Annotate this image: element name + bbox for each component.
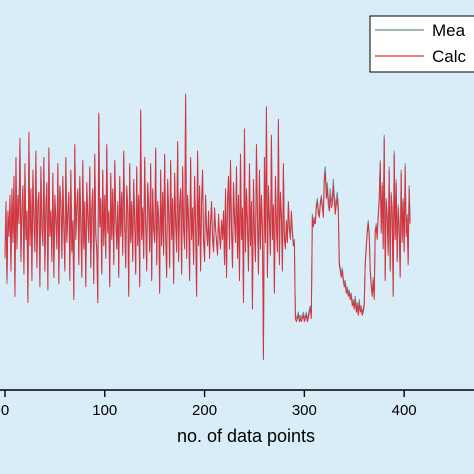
x-tick-label: 100 <box>92 402 117 419</box>
legend-label-1: Calc <box>432 47 467 66</box>
legend-box <box>369 15 474 73</box>
series-line-1 <box>4 93 411 361</box>
x-tick-label: 400 <box>392 402 417 419</box>
series-line-0 <box>4 96 411 357</box>
x-tick-label: 300 <box>292 402 317 419</box>
x-axis-label: no. of data points <box>177 426 315 446</box>
legend: Mea Calc <box>369 15 474 73</box>
x-ticks: 0 100 200 300 400 <box>1 390 417 419</box>
x-tick-label: 0 <box>1 402 9 419</box>
series-layer <box>4 93 411 361</box>
legend-label-0: Mea <box>432 21 466 40</box>
x-tick-label: 200 <box>192 402 217 419</box>
